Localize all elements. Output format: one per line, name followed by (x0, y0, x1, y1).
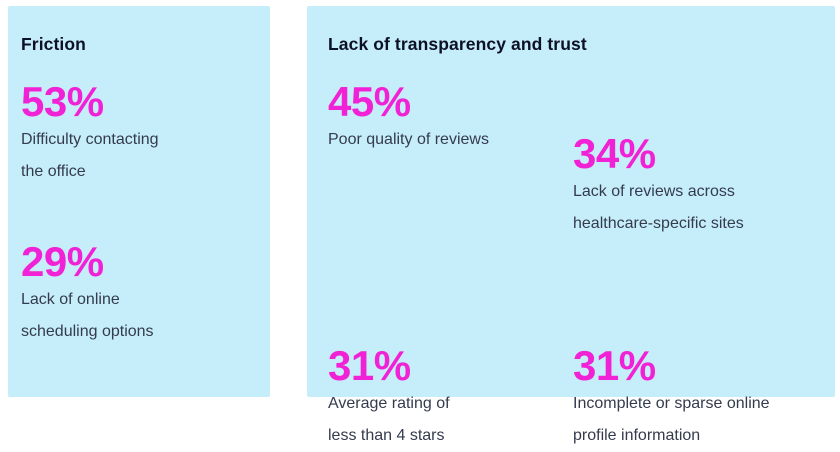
stat-label: Incomplete or sparse online profile info… (573, 388, 815, 452)
stat-label-line: Lack of online (21, 291, 120, 308)
stat-label-line: Lack of reviews across (573, 183, 735, 200)
stat-label: Average rating of less than 4 stars (328, 388, 573, 452)
stat-label: Poor quality of reviews (328, 124, 573, 156)
transparency-trust-card-title: Lack of transparency and trust (328, 34, 587, 54)
stat-label: Difficulty contacting the office (21, 124, 254, 188)
stat-cards-panel: Friction 53% Difficulty contacting the o… (8, 6, 835, 444)
stat-label-line: Difficulty contacting (21, 131, 159, 148)
stat-label-line: Average rating of (328, 395, 450, 412)
stat-average-rating-below-4: 31% Average rating of less than 4 stars (328, 344, 573, 452)
friction-card: Friction 53% Difficulty contacting the o… (8, 6, 270, 397)
stat-value: 34% (573, 130, 656, 177)
transparency-stats-grid: 45% Poor quality of reviews 34% Lack of … (328, 80, 815, 452)
stat-value: 53% (21, 78, 104, 125)
stat-lack-reviews-healthcare-sites: 34% Lack of reviews across healthcare-sp… (573, 132, 815, 240)
stat-value: 29% (21, 238, 104, 285)
stat-label: Lack of reviews across healthcare-specif… (573, 176, 815, 240)
transparency-trust-card: Lack of transparency and trust 45% Poor … (307, 6, 835, 444)
stat-label: Lack of online scheduling options (21, 284, 254, 348)
stat-value: 31% (573, 342, 656, 389)
stat-label-line: the office (21, 163, 86, 180)
stat-label-line: Incomplete or sparse online (573, 395, 770, 412)
stat-value: 45% (328, 78, 411, 125)
stat-label-line: Poor quality of reviews (328, 131, 489, 148)
stat-lack-online-scheduling: 29% Lack of online scheduling options (21, 240, 254, 348)
stat-value: 31% (328, 342, 411, 389)
stat-difficulty-contacting-office: 53% Difficulty contacting the office (21, 80, 254, 188)
stat-label-line: profile information (573, 427, 701, 444)
stat-label-line: healthcare-specific sites (573, 215, 744, 232)
stat-label-line: scheduling options (21, 323, 154, 340)
stat-label-line: less than 4 stars (328, 427, 445, 444)
stat-incomplete-profile-info: 31% Incomplete or sparse online profile … (573, 344, 815, 452)
friction-card-title: Friction (21, 34, 86, 54)
stat-poor-quality-reviews: 45% Poor quality of reviews (328, 80, 573, 240)
